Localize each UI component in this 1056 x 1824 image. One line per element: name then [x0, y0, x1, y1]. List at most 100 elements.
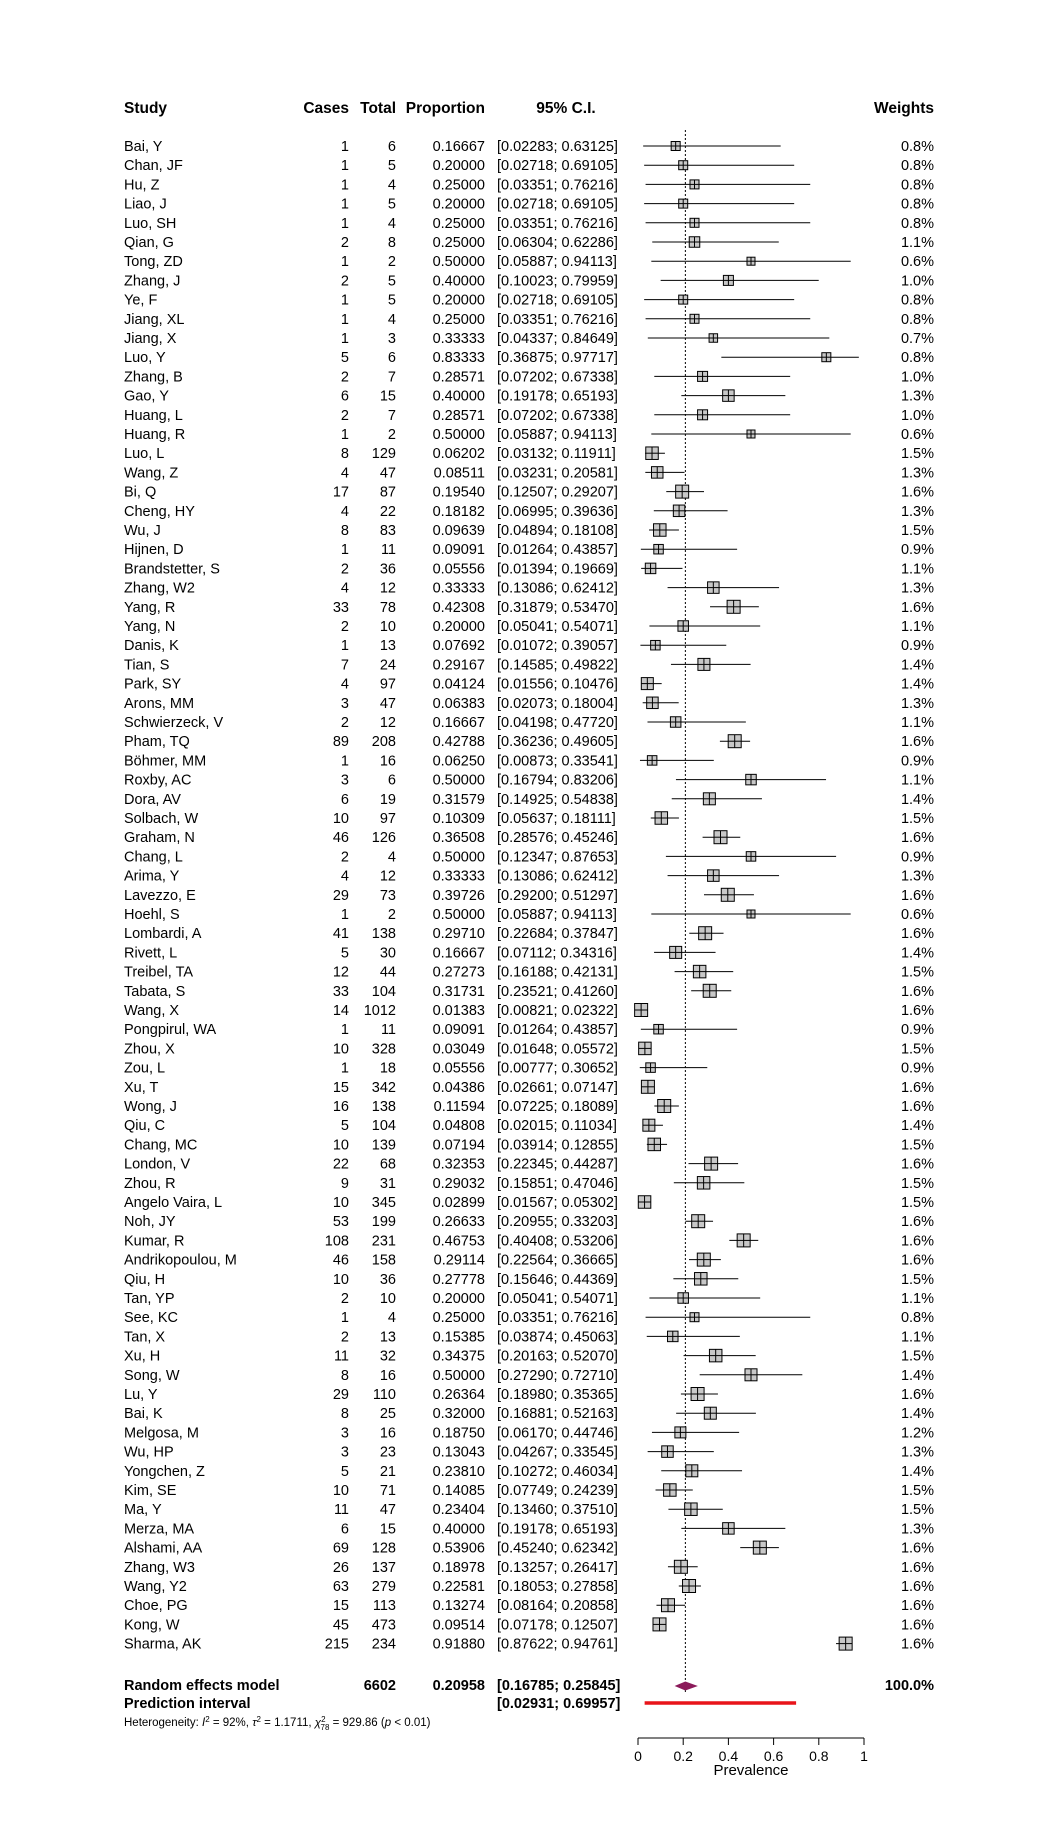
study-proportion: 0.22581	[433, 1579, 485, 1595]
study-ci: [0.07202; 0.67338]	[497, 408, 618, 424]
study-weight: 0.8%	[901, 293, 934, 309]
study-ci: [0.16188; 0.42131]	[497, 965, 618, 981]
study-name: Kim, SE	[124, 1483, 177, 1499]
study-weight: 1.5%	[901, 523, 934, 539]
header-total: Total	[360, 100, 396, 117]
study-proportion: 0.06383	[433, 696, 485, 712]
study-proportion: 0.26633	[433, 1214, 485, 1230]
study-proportion: 0.28571	[433, 408, 485, 424]
study-weight: 1.3%	[901, 504, 934, 520]
study-proportion: 0.25000	[433, 177, 485, 193]
study-weight: 1.6%	[901, 1541, 934, 1557]
study-weight: 0.6%	[901, 254, 934, 270]
header-ci: 95% C.I.	[536, 100, 595, 117]
study-weight: 1.6%	[901, 1560, 934, 1576]
study-proportion: 0.25000	[433, 312, 485, 328]
study-total: 345	[372, 1195, 396, 1211]
study-weight: 0.8%	[901, 216, 934, 232]
study-weight: 0.8%	[901, 312, 934, 328]
study-proportion: 0.25000	[433, 216, 485, 232]
study-total: 78	[380, 600, 396, 616]
study-name: Huang, L	[124, 408, 183, 424]
study-ci: [0.22345; 0.44287]	[497, 1157, 618, 1173]
study-name: Hoehl, S	[124, 907, 180, 923]
study-total: 231	[372, 1233, 396, 1249]
study-cases: 1	[341, 907, 349, 923]
study-cases: 10	[333, 1137, 349, 1153]
study-total: 30	[380, 945, 396, 961]
study-proportion: 0.01383	[433, 1003, 485, 1019]
study-weight: 1.1%	[901, 1291, 934, 1307]
study-total: 4	[388, 849, 396, 865]
study-proportion: 0.07692	[433, 638, 485, 654]
study-name: Wu, HP	[124, 1445, 174, 1461]
study-ci: [0.03231; 0.20581]	[497, 465, 618, 481]
study-total: 4	[388, 177, 396, 193]
study-proportion: 0.25000	[433, 1310, 485, 1326]
study-cases: 1	[341, 1061, 349, 1077]
study-proportion: 0.29710	[433, 926, 485, 942]
study-cases: 33	[333, 600, 349, 616]
study-ci: [0.01567; 0.05302]	[497, 1195, 618, 1211]
study-name: Sharma, AK	[124, 1637, 202, 1653]
study-name: Ma, Y	[124, 1502, 162, 1518]
study-cases: 1	[341, 216, 349, 232]
study-cases: 3	[341, 773, 349, 789]
study-name: London, V	[124, 1157, 190, 1173]
study-ci: [0.05887; 0.94113]	[497, 254, 617, 270]
study-proportion: 0.08511	[434, 465, 485, 481]
heterogeneity-prefix: Heterogeneity:	[124, 1717, 202, 1729]
study-ci: [0.06170; 0.44746]	[497, 1425, 618, 1441]
study-ci: [0.28576; 0.45246]	[497, 830, 618, 846]
study-proportion: 0.09639	[433, 523, 485, 539]
study-total: 4	[388, 216, 396, 232]
study-cases: 11	[334, 1349, 349, 1365]
study-weight: 1.1%	[901, 773, 934, 789]
study-weight: 1.6%	[901, 1099, 934, 1115]
study-cases: 8	[341, 1368, 349, 1384]
header-study: Study	[124, 100, 167, 117]
study-ci: [0.01264; 0.43857]	[497, 1022, 618, 1038]
header-weights: Weights	[874, 100, 934, 117]
study-ci: [0.20163; 0.52070]	[497, 1349, 618, 1365]
study-weight: 1.5%	[901, 965, 934, 981]
study-weight: 1.2%	[901, 1425, 934, 1441]
study-proportion: 0.50000	[433, 907, 485, 923]
study-name: Song, W	[124, 1368, 180, 1384]
study-total: 24	[380, 657, 396, 673]
study-weight: 1.5%	[901, 1176, 934, 1192]
study-proportion: 0.14085	[433, 1483, 485, 1499]
study-ci: [0.13257; 0.26417]	[497, 1560, 618, 1576]
study-name: Jiang, XL	[124, 312, 184, 328]
study-ci: [0.10272; 0.46034]	[497, 1464, 618, 1480]
study-name: Tan, X	[124, 1329, 165, 1345]
study-name: Angelo Vaira, L	[124, 1195, 222, 1211]
study-proportion: 0.29167	[433, 657, 485, 673]
study-total: 104	[372, 1118, 396, 1134]
study-cases: 1	[341, 312, 349, 328]
study-ci: [0.01264; 0.43857]	[497, 542, 618, 558]
study-name: Park, SY	[124, 677, 182, 693]
study-weight: 1.6%	[901, 1080, 934, 1096]
study-proportion: 0.16667	[433, 945, 485, 961]
study-cases: 17	[333, 485, 349, 501]
study-ci: [0.10023; 0.79959]	[497, 273, 618, 289]
study-ci: [0.02718; 0.69105]	[497, 197, 618, 213]
study-weight: 0.8%	[901, 139, 934, 155]
study-weight: 1.6%	[901, 888, 934, 904]
study-total: 10	[380, 1291, 396, 1307]
study-weight: 1.5%	[901, 1349, 934, 1365]
study-name: Yang, N	[124, 619, 175, 635]
study-total: 97	[380, 677, 396, 693]
x-tick-label: 1	[860, 1748, 868, 1764]
study-cases: 1	[341, 1310, 349, 1326]
study-total: 97	[380, 811, 396, 827]
x-tick-label: 0.2	[673, 1748, 693, 1764]
study-name: Chan, JF	[124, 158, 183, 174]
study-total: 129	[372, 446, 396, 462]
study-weight: 1.6%	[901, 1617, 934, 1633]
study-total: 138	[372, 1099, 396, 1115]
study-total: 87	[380, 485, 396, 501]
pooled-diamond	[674, 1681, 698, 1691]
study-ci: [0.03351; 0.76216]	[497, 1310, 618, 1326]
